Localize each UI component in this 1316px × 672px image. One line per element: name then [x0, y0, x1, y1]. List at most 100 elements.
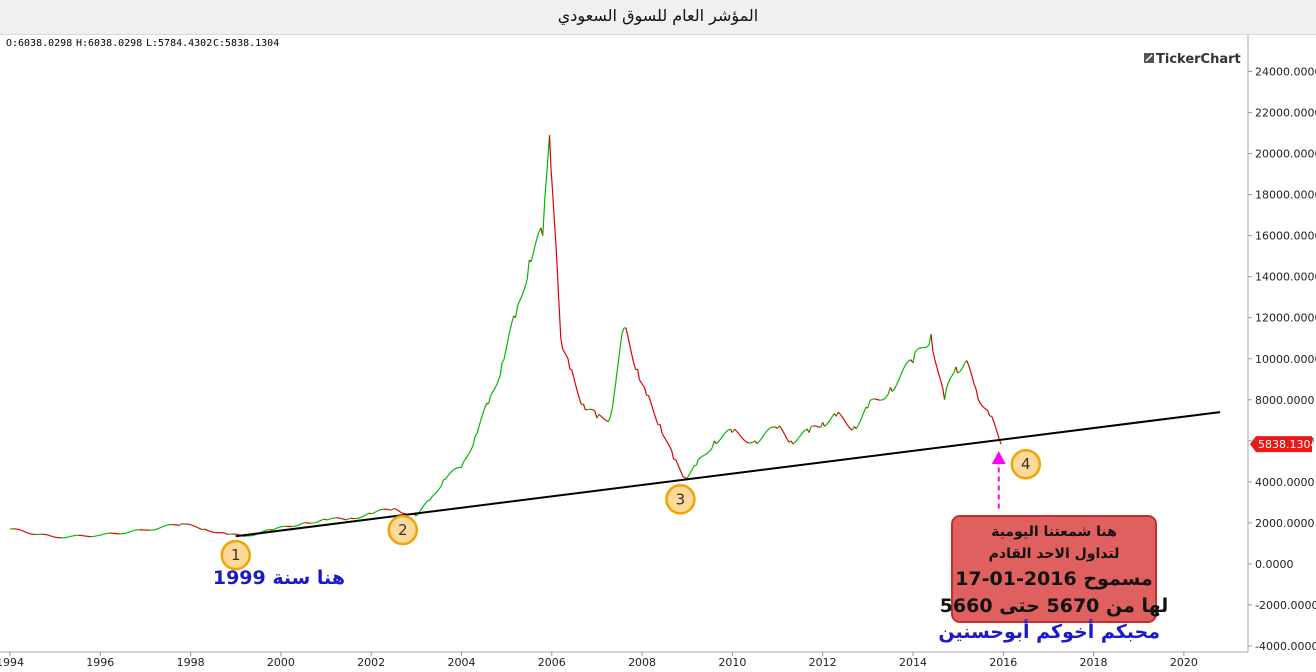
series-segment [443, 478, 446, 481]
series-segment [567, 358, 571, 370]
series-segment [962, 362, 966, 367]
series-segment [565, 354, 569, 360]
point-marker-2: 2 [387, 514, 419, 546]
series-segment [505, 340, 509, 350]
series-segment [985, 408, 989, 412]
last-price-label: 5838.1304 [1258, 438, 1316, 451]
series-segment [824, 424, 827, 427]
series-segment [837, 411, 841, 415]
series-segment [798, 434, 802, 438]
series-segment [992, 420, 996, 427]
series-segment [914, 349, 918, 353]
series-segment [916, 347, 920, 351]
arrow-group [991, 451, 1006, 509]
series-segment [315, 521, 319, 524]
series-segment [534, 238, 538, 246]
series-segment [189, 523, 192, 526]
point-marker-circle [665, 484, 696, 515]
series-segment [734, 428, 737, 432]
series-segment [959, 369, 962, 373]
series-segment [368, 512, 372, 515]
series-segment [902, 365, 906, 371]
x-tick-label: 2002 [357, 656, 385, 669]
series-segment [51, 535, 54, 538]
series-segment [342, 518, 345, 520]
series-segment [697, 457, 701, 461]
series-segment [550, 169, 554, 191]
point-marker-label: 1 [231, 546, 241, 564]
series-segment [895, 380, 900, 386]
point-marker-3: 3 [665, 484, 696, 515]
series-segment [912, 352, 916, 363]
series-segment [688, 471, 692, 476]
x-axis-ticks: 1994 1996 1998 2000 2002 2004 2006 2008 2010 2012… [0, 652, 1198, 669]
series-segment [699, 455, 703, 459]
series-segment [548, 135, 552, 170]
series-segment [760, 435, 764, 440]
series-segment [957, 371, 960, 374]
series-segment [530, 253, 534, 262]
series-segment [847, 425, 851, 429]
point-marker-circle [220, 539, 251, 571]
series-segment [379, 508, 382, 511]
series-segment [861, 411, 865, 418]
box-line-4: لها من 5670 حتى 5660 [940, 595, 1169, 617]
series-segment [163, 525, 166, 527]
series-segment [127, 531, 130, 534]
ohlc-close: C:5838.1304 [213, 38, 279, 49]
series-segment [346, 518, 349, 521]
series-segment [509, 322, 513, 332]
series-segment [507, 330, 511, 341]
x-tick-label: 2000 [267, 656, 295, 669]
series-segment [466, 452, 470, 457]
series-segment [433, 492, 437, 496]
series-segment [883, 396, 887, 400]
series-segment [816, 425, 819, 428]
series-segment [161, 525, 164, 528]
series-segment [827, 419, 831, 423]
series-segment [269, 528, 273, 531]
series-segment [263, 529, 267, 532]
series-segment [665, 439, 669, 444]
series-segment [703, 453, 707, 456]
series-segment [578, 398, 583, 405]
series-segment [472, 436, 476, 446]
series-segment [851, 426, 855, 431]
series-segment [746, 441, 749, 444]
series-segment [945, 382, 949, 389]
series-segment [362, 514, 366, 518]
series-segment [366, 512, 370, 515]
series-segment [859, 416, 863, 422]
series-segment [598, 413, 602, 417]
series-segment [518, 296, 523, 302]
series-segment [691, 465, 695, 470]
series-segment [323, 518, 327, 521]
series-segment [517, 300, 521, 306]
point-marker-label: 2 [398, 521, 408, 539]
series-segment [649, 400, 653, 408]
series-segment [557, 295, 562, 339]
series-segment [750, 441, 754, 444]
series-segment [981, 405, 985, 408]
series-segment [503, 349, 507, 360]
series-segment [313, 521, 316, 524]
series-segment [522, 286, 526, 293]
series-segment [955, 366, 959, 374]
series-segment [701, 454, 705, 457]
series-segment [638, 379, 642, 383]
y-axis-ticks: 24000.0000 22000.0000 20000.0000 18000.0000… [1248, 66, 1316, 653]
series-segment [893, 384, 898, 390]
series-segment [327, 518, 331, 521]
series-segment [719, 436, 723, 440]
series-segment [495, 380, 499, 386]
series-segment [707, 449, 711, 453]
x-tick-label: 1998 [177, 656, 205, 669]
y-tick-label: 14000.0000 [1255, 271, 1316, 284]
x-tick-label: 2018 [1080, 656, 1108, 669]
series-segment [47, 534, 50, 536]
series-segment [609, 407, 613, 417]
x-tick-label: 2006 [538, 656, 566, 669]
series-segment [942, 387, 946, 400]
